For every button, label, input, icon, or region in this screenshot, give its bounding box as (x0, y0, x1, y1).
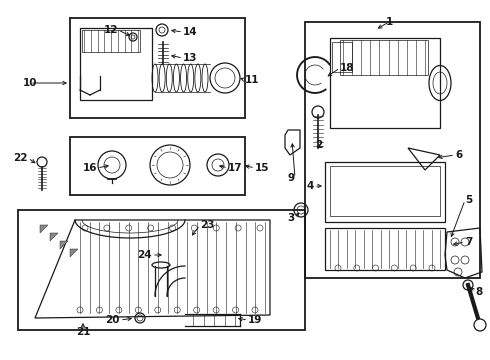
Bar (80, 28, 152, 100)
Polygon shape (50, 233, 58, 241)
Polygon shape (60, 241, 68, 249)
Text: 6: 6 (455, 150, 462, 160)
Text: 9: 9 (288, 173, 295, 183)
Text: 4: 4 (307, 181, 314, 191)
Bar (305, 22, 480, 278)
Text: 18: 18 (340, 63, 354, 73)
Text: 23: 23 (200, 220, 215, 230)
Text: 13: 13 (183, 53, 197, 63)
Bar (70, 137, 245, 195)
Text: 3: 3 (288, 213, 295, 223)
Text: 14: 14 (183, 27, 197, 37)
Bar (330, 166, 440, 216)
Bar (332, 42, 352, 72)
Polygon shape (70, 249, 78, 257)
Text: 19: 19 (248, 315, 262, 325)
Text: 21: 21 (76, 327, 90, 337)
Text: 10: 10 (23, 78, 37, 88)
Circle shape (474, 319, 486, 331)
Text: 12: 12 (103, 25, 118, 35)
Text: 16: 16 (82, 163, 97, 173)
Text: 15: 15 (255, 163, 270, 173)
Polygon shape (40, 225, 48, 233)
Bar (70, 18, 245, 118)
Bar (18, 210, 305, 330)
Text: 17: 17 (228, 163, 243, 173)
Text: 8: 8 (475, 287, 482, 297)
Text: 2: 2 (315, 140, 322, 150)
Text: 7: 7 (465, 237, 472, 247)
Text: 5: 5 (465, 195, 472, 205)
Bar (325, 162, 445, 222)
Text: 11: 11 (245, 75, 260, 85)
Bar (325, 228, 445, 270)
Text: 22: 22 (14, 153, 28, 163)
Bar (82, 30, 140, 52)
Bar (330, 38, 440, 128)
Bar (340, 40, 428, 75)
Text: 20: 20 (105, 315, 120, 325)
Text: 1: 1 (385, 17, 392, 27)
Text: 24: 24 (137, 250, 152, 260)
